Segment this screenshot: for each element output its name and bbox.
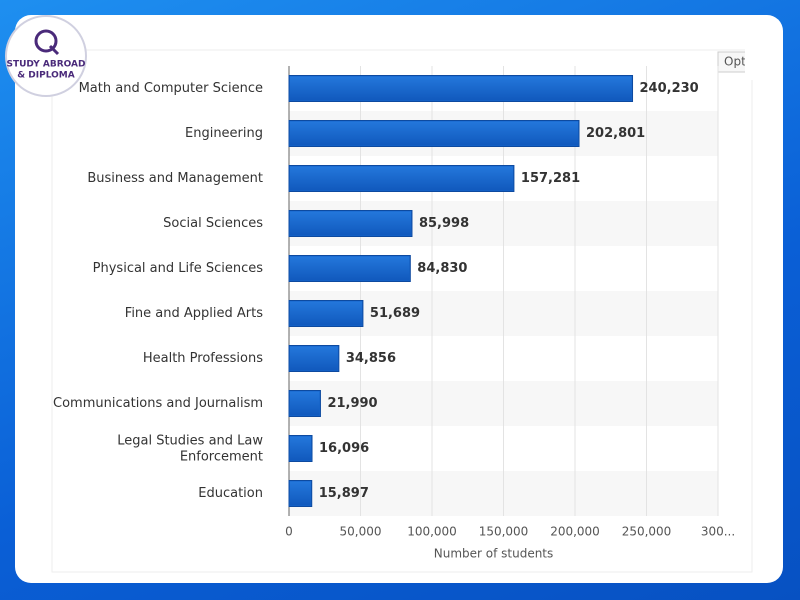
bar-shine [290,166,513,191]
value-label: 51,689 [370,306,420,321]
value-label: 157,281 [521,171,580,186]
logo-emblem [34,29,58,53]
logo-circle [5,15,87,97]
value-label: 202,801 [586,126,645,141]
x-tick-label: 250,000 [622,525,672,539]
logo: STUDY ABROAD & DIPLOMA [5,15,87,97]
logo-text: & DIPLOMA [17,71,74,81]
x-tick-label: 0 [285,525,293,539]
y-tick-label: Education [198,486,263,501]
x-tick-label: 100,000 [407,525,457,539]
y-tick-label: Health Professions [143,351,263,366]
bar-shine [290,301,362,326]
x-tick-label: 50,000 [340,525,382,539]
x-tick-label: 150,000 [479,525,529,539]
y-tick-label: Fine and Applied Arts [125,306,263,321]
y-tick-label: Social Sciences [163,216,263,231]
bar-shine [290,346,338,371]
y-tick-label: Communications and Journalism [53,396,263,411]
value-label: 240,230 [640,81,699,96]
y-tick-label: Math and Computer Science [79,81,263,96]
bar-shine [290,436,312,461]
bar-shine [290,391,320,416]
bar-shine [290,121,579,146]
bar-shine [290,76,632,101]
logo-text: STUDY ABROAD [7,60,86,70]
bar-shine [290,256,410,281]
plot: 0 50,000 100,000 150,000 200,000 250,000 300..… [53,66,735,561]
clip [745,40,783,80]
bar-shine [290,211,411,236]
y-tick-label: Legal Studies and Law Enforcement [117,433,263,464]
value-label: 15,897 [319,486,369,501]
value-label: 16,096 [319,441,369,456]
value-label: 84,830 [417,261,467,276]
y-tick-label: Engineering [185,126,263,141]
x-axis-title: Number of students [434,547,554,561]
value-label: 85,998 [419,216,469,231]
bar-shine [290,481,311,506]
y-tick-label: Business and Management [87,171,263,186]
logo-emblem-tail [48,44,60,56]
value-label: 21,990 [327,396,377,411]
y-tick-label: Physical and Life Sciences [93,261,264,276]
options-button-label[interactable]: Opt [724,55,746,69]
x-tick-label: 300... [701,525,735,539]
value-label: 34,856 [346,351,396,366]
x-tick-label: 200,000 [550,525,600,539]
